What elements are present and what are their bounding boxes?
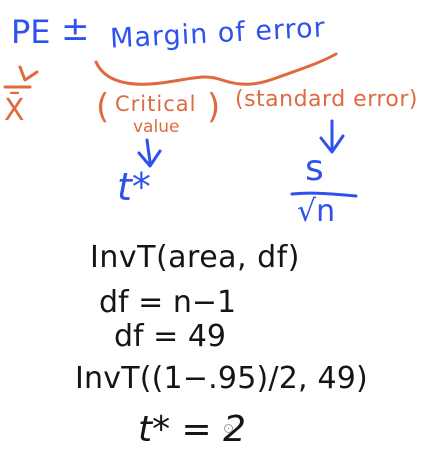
xbar-symbol: X̄ (4, 93, 25, 128)
invt-calculation-line: InvT((1−.95)/2, 49) (75, 361, 368, 396)
pen-cursor-icon (224, 424, 233, 433)
standard-error-label: (standard error) (235, 87, 419, 112)
error-arrow-stroke (319, 119, 345, 154)
value-label: value (133, 117, 180, 137)
df-value-line: df = 49 (114, 319, 226, 354)
plus-minus-symbol: ± (61, 9, 90, 49)
critical-close-paren: ) (207, 87, 221, 127)
df-formula-line: df = n−1 (99, 285, 237, 320)
pe-label: PE (11, 13, 51, 51)
margin-of-error-label: Margin of error (109, 12, 327, 55)
critical-open-paren: ( (96, 87, 110, 127)
critical-label: Critical (115, 92, 197, 116)
s-numerator: s (305, 148, 324, 189)
critical-arrow-stroke (137, 138, 162, 168)
t-star-result: t* (117, 165, 151, 209)
invt-area-df-line: InvT(area, df) (90, 240, 300, 275)
sqrt-n-denominator: √n (297, 194, 336, 229)
left-arrow-stroke (18, 65, 39, 82)
margin-brace-stroke (94, 52, 338, 86)
